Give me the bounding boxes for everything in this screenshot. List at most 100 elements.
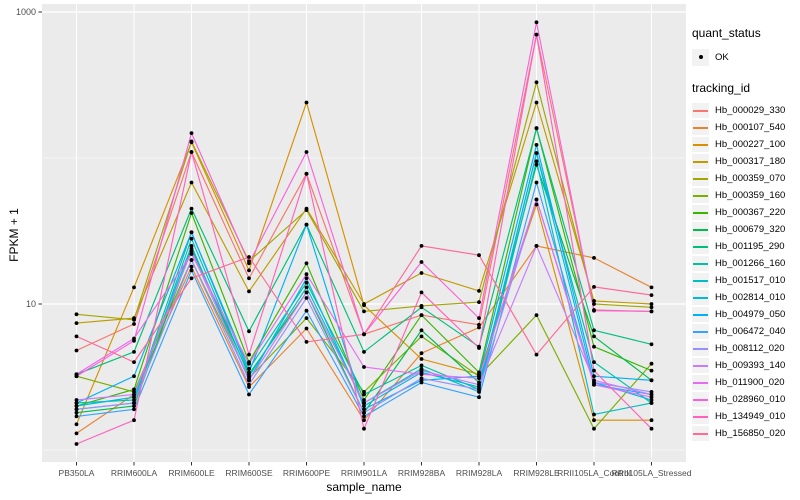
data-point — [534, 126, 539, 131]
data-point — [592, 382, 596, 387]
legend-key-box — [692, 154, 709, 169]
data-point — [592, 378, 596, 383]
line-swatch-icon — [693, 211, 708, 214]
data-point — [534, 244, 539, 248]
data-point — [477, 395, 481, 400]
legend-key-box — [692, 290, 709, 305]
legend-item-Hb_000107_540: Hb_000107_540 — [692, 119, 798, 136]
data-point — [362, 414, 366, 419]
legend-key-box — [692, 48, 709, 66]
legend-key-box — [692, 239, 709, 254]
data-point — [534, 202, 539, 207]
legend-item-Hb_000679_320: Hb_000679_320 — [692, 221, 798, 238]
legend-group-tracking-id: tracking_id Hb_000029_330 Hb_000107_540 Hb… — [692, 81, 798, 442]
plot-area: 10 1000 PB350LA RRIM600LA RRIM600LE RRIM600SE… — [7, 4, 692, 494]
legend-title-tracking-id: tracking_id — [692, 81, 751, 95]
data-point — [74, 410, 79, 415]
data-point — [304, 261, 309, 266]
data-point — [247, 261, 251, 266]
data-point — [304, 308, 309, 313]
data-point — [74, 442, 79, 446]
data-point — [132, 401, 136, 405]
line-swatch-icon — [693, 126, 708, 129]
legend: quant_status OK tracking_id Hb_000029_33… — [692, 26, 798, 442]
data-point — [477, 253, 481, 258]
legend-key-box — [692, 103, 709, 118]
data-point — [189, 236, 194, 241]
line-swatch-icon — [693, 177, 708, 180]
data-point — [649, 378, 654, 383]
legend-key-box — [692, 205, 709, 220]
data-point — [304, 276, 309, 281]
data-point — [419, 357, 424, 361]
line-swatch-icon — [693, 364, 708, 367]
legend-label: Hb_000359_160 — [715, 190, 786, 201]
data-point — [132, 317, 136, 322]
x-tick-label-PB350LA: PB350LA — [58, 468, 95, 478]
data-point — [592, 360, 596, 364]
data-point — [189, 249, 194, 254]
data-point — [362, 398, 366, 402]
legend-label: Hb_000367_220 — [715, 207, 786, 218]
data-point — [419, 290, 424, 295]
data-point — [534, 143, 539, 147]
data-point — [362, 426, 366, 431]
line-swatch-icon — [693, 381, 708, 384]
legend-label: Hb_000107_540 — [715, 122, 786, 133]
data-point — [534, 180, 539, 185]
data-point — [477, 322, 481, 327]
data-point — [419, 271, 424, 275]
data-point — [132, 374, 136, 379]
data-point — [189, 276, 194, 281]
data-point — [74, 398, 79, 402]
data-point — [304, 280, 309, 285]
data-point — [592, 426, 596, 431]
data-point — [592, 412, 596, 417]
line-swatch-icon — [693, 245, 708, 248]
data-point — [304, 285, 309, 290]
data-point — [189, 268, 194, 273]
legend-key-box — [692, 120, 709, 135]
data-point — [247, 374, 251, 379]
x-tick-label-RRII105LA_Stressed: RRII105LA_Stressed — [611, 468, 692, 478]
data-point — [649, 309, 654, 314]
legend-key-box — [692, 324, 709, 339]
line-swatch-icon — [693, 296, 708, 299]
data-point — [362, 404, 366, 408]
data-point — [419, 244, 424, 248]
data-point — [592, 368, 596, 373]
data-point — [362, 365, 366, 369]
legend-item-Hb_000367_220: Hb_000367_220 — [692, 204, 798, 221]
legend-label: Hb_156850_020 — [715, 428, 786, 439]
data-point — [477, 376, 481, 381]
data-point — [477, 316, 481, 320]
y-tick-label: 1000 — [15, 7, 36, 17]
data-point — [189, 264, 194, 269]
data-point — [189, 252, 194, 256]
legend-item-Hb_004979_050: Hb_004979_050 — [692, 306, 798, 323]
data-point — [189, 131, 194, 136]
legend-item-Hb_000359_160: Hb_000359_160 — [692, 187, 798, 204]
data-point — [477, 387, 481, 392]
legend-item-Hb_001195_290: Hb_001195_290 — [692, 238, 798, 255]
legend-item-Hb_028960_010: Hb_028960_010 — [692, 391, 798, 408]
x-tick-label-RRIM600LA: RRIM600LA — [110, 468, 158, 478]
data-point — [419, 334, 424, 339]
data-point — [132, 322, 136, 326]
x-tick-label-RRIM600SE: RRIM600SE — [225, 468, 273, 478]
data-point — [132, 418, 136, 423]
line-swatch-icon — [693, 432, 708, 435]
data-point — [304, 326, 309, 331]
y-axis-title: FPKM + 1 — [7, 208, 21, 262]
data-point — [304, 316, 309, 320]
data-point — [304, 171, 309, 176]
data-point — [247, 268, 251, 273]
data-point — [189, 246, 194, 251]
legend-item-Hb_001266_160: Hb_001266_160 — [692, 255, 798, 272]
data-point — [534, 162, 539, 167]
data-point — [419, 305, 424, 310]
data-point — [189, 258, 194, 262]
data-point — [304, 150, 309, 154]
x-tick-label-RRIM901LA: RRIM901LA — [340, 468, 388, 478]
x-tick-label-RRIM928LE: RRIM928LE — [513, 468, 560, 478]
